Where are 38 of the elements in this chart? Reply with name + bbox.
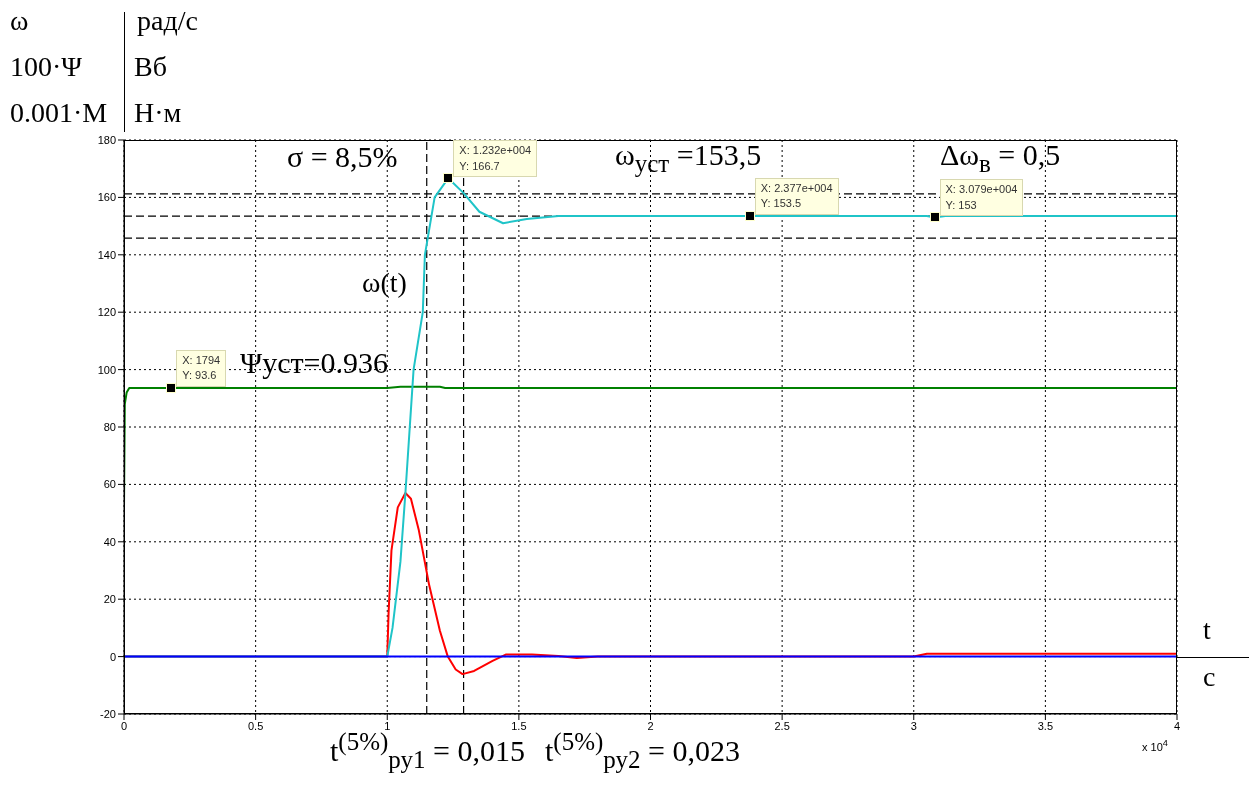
annotation: X: 2.377e+004 Y: 153.5 xyxy=(760,181,833,212)
y-tick-label: 20 xyxy=(103,593,116,606)
annotation: Ψуст=0.936 xyxy=(240,346,388,379)
annotation: ω(t) xyxy=(362,267,407,299)
x-tick-label: 0 xyxy=(120,719,128,732)
y-tick-label: 40 xyxy=(103,535,116,548)
x-tick-label: 4 xyxy=(1173,719,1181,732)
y-tick-label: 0 xyxy=(109,650,116,663)
text: ω xyxy=(10,5,29,37)
text: t xyxy=(1203,614,1211,646)
text: Н·м xyxy=(134,97,182,129)
text: c xyxy=(1203,661,1216,693)
annotation: X: 3.079e+004 Y: 153 xyxy=(945,182,1018,213)
text: Вб xyxy=(134,51,167,83)
text: рад/с xyxy=(137,5,198,37)
y-tick-label: 100 xyxy=(97,363,116,376)
text: 0.001·M xyxy=(10,97,108,129)
y-tick-label: 160 xyxy=(97,191,116,204)
text: x 10$^{4}$ xyxy=(1142,738,1168,753)
annotation: ω$_{уст}$ =153,5 xyxy=(615,138,762,178)
annotation: X: 1.232e+004 Y: 166.7 xyxy=(459,143,532,174)
y-tick-label: 120 xyxy=(97,306,116,319)
annotation: σ = 8,5% xyxy=(287,140,398,173)
text: 100·Ψ xyxy=(10,51,82,83)
x-tick-label: 1 xyxy=(384,719,391,732)
annotation: X: 1794 Y: 93.6 xyxy=(182,352,221,384)
y-tick-label: 140 xyxy=(97,248,116,261)
y-tick-label: 180 xyxy=(97,133,116,146)
x-tick-label: 1.5 xyxy=(511,719,527,732)
y-tick-label: 80 xyxy=(103,420,116,433)
annotation: Δω$_{в}$ = 0,5 xyxy=(940,138,1061,178)
y-tick-label: 60 xyxy=(103,478,116,491)
x-tick-label: 2.5 xyxy=(774,719,790,732)
x-tick-label: 0.5 xyxy=(247,719,264,732)
x-tick-label: 3.5 xyxy=(1037,719,1054,732)
x-tick-label: 3 xyxy=(910,719,917,732)
x-tick-label: 2 xyxy=(647,719,654,732)
y-tick-label: -20 xyxy=(100,707,116,720)
